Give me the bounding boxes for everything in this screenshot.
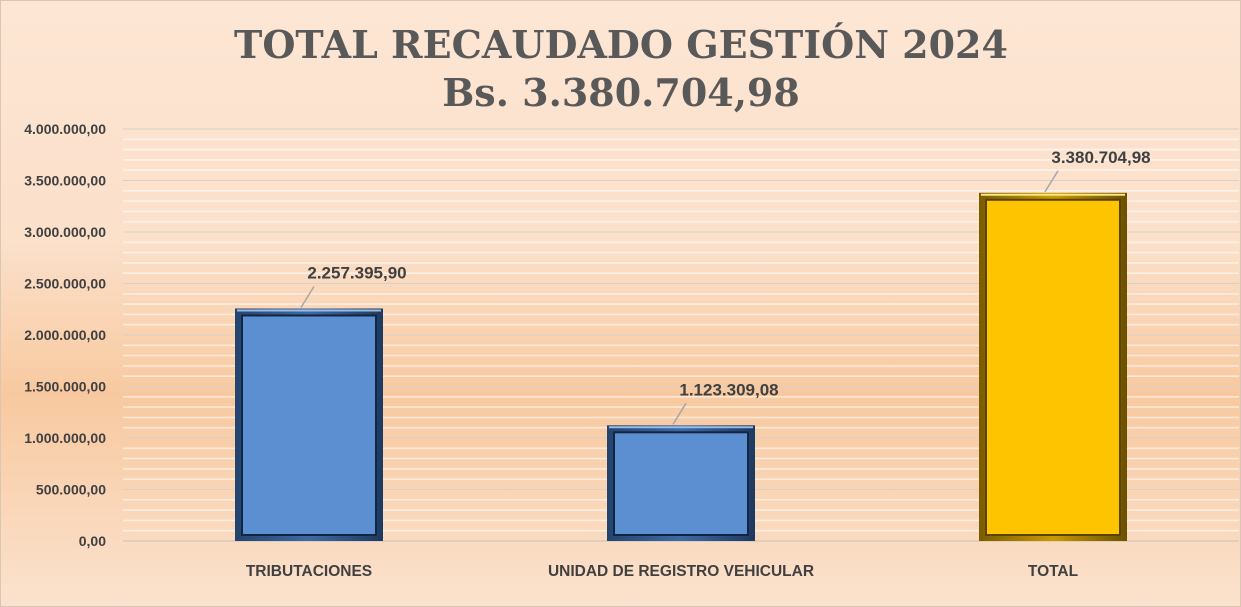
chart-subtitle: Bs. 3.380.704,98 [442,70,800,115]
y-tick-label: 1.500.000,00 [24,379,106,395]
chart-title: TOTAL RECAUDADO GESTIÓN 2024 [234,22,1008,67]
bar [235,308,383,541]
data-labels: 2.257.395,90 1.123.309,08 3.380.704,98 [300,148,1151,425]
y-tick-label: 3.500.000,00 [24,173,106,189]
data-label: 2.257.395,90 [307,263,406,282]
bar-face [613,431,749,536]
data-label-leader [300,286,315,308]
x-tick-label: UNIDAD DE REGISTRO VEHICULAR [548,563,814,580]
y-tick-label: 2.000.000,00 [24,327,106,343]
bar [979,192,1127,541]
y-tick-label: 0,00 [79,533,106,549]
x-axis: TRIBUTACIONES UNIDAD DE REGISTRO VEHICULA… [246,563,1078,580]
data-label-leader [1044,170,1059,193]
data-label: 3.380.704,98 [1051,148,1150,167]
bar-face [241,314,377,536]
bar-face [985,198,1121,536]
x-tick-label: TOTAL [1028,563,1078,580]
y-tick-label: 2.500.000,00 [24,276,106,292]
x-tick-label: TRIBUTACIONES [246,563,372,580]
data-label: 1.123.309,08 [679,380,778,399]
y-tick-label: 3.000.000,00 [24,224,106,240]
data-label-leader [672,402,687,425]
y-tick-label: 4.000.000,00 [24,121,106,137]
y-tick-label: 1.000.000,00 [24,430,106,446]
bar [607,425,755,541]
y-tick-label: 500.000,00 [36,482,106,498]
bars [235,192,1127,541]
